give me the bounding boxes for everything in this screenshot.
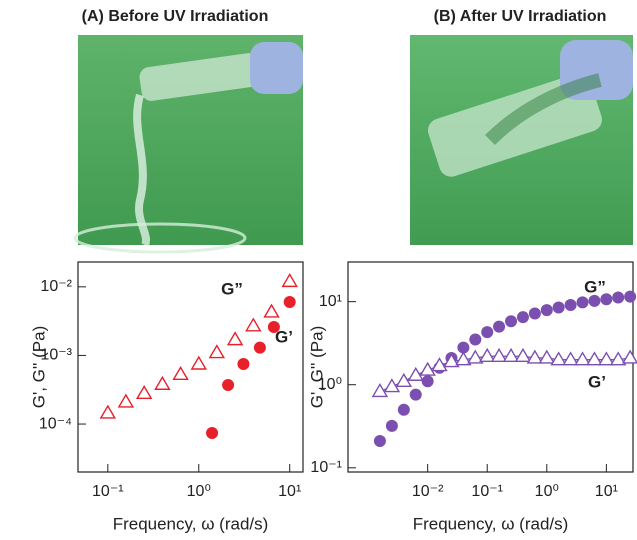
- point: [386, 420, 398, 432]
- point: [564, 353, 578, 365]
- point: [576, 353, 590, 365]
- y-tick-label: 10⁻³: [40, 347, 72, 364]
- point: [623, 351, 637, 363]
- point: [492, 349, 506, 361]
- x-tick-label: 10⁻¹: [92, 483, 124, 500]
- point: [155, 377, 169, 389]
- point: [228, 333, 242, 345]
- point: [624, 291, 636, 303]
- y-tick-label: 10⁰: [318, 376, 342, 393]
- x-tick-label: 10¹: [278, 483, 301, 500]
- point: [612, 292, 624, 304]
- point: [210, 346, 224, 358]
- point: [237, 358, 249, 370]
- photo-after: [410, 35, 633, 245]
- series-label: G’: [588, 372, 606, 391]
- point: [480, 349, 494, 361]
- chart-title: (A) Before UV Irradiation: [82, 8, 269, 25]
- point: [516, 349, 530, 361]
- point: [577, 296, 589, 308]
- point: [265, 305, 279, 317]
- point: [504, 349, 518, 361]
- y-tick-label: 10⁻²: [40, 278, 72, 295]
- point: [599, 353, 613, 365]
- x-tick-label: 10⁰: [535, 483, 559, 500]
- point: [222, 379, 234, 391]
- point: [529, 307, 541, 319]
- plot-frame: [78, 262, 303, 472]
- point: [505, 315, 517, 327]
- chart-title: (B) After UV Irradiation: [434, 8, 607, 25]
- x-axis-label: Frequency, ω (rad/s): [113, 514, 269, 533]
- point: [206, 427, 218, 439]
- point: [137, 386, 151, 398]
- y-axis-label: G', G'' (Pa): [29, 326, 48, 408]
- point: [283, 274, 297, 286]
- point: [588, 295, 600, 307]
- point: [101, 406, 115, 418]
- point: [410, 389, 422, 401]
- y-tick-label: 10⁻¹: [310, 459, 342, 476]
- point: [374, 435, 386, 447]
- point: [174, 367, 188, 379]
- point: [284, 296, 296, 308]
- series-label: G”: [584, 277, 606, 296]
- x-tick-label: 10⁻²: [412, 483, 444, 500]
- x-tick-label: 10⁻¹: [471, 483, 503, 500]
- x-axis-label: Frequency, ω (rad/s): [413, 514, 569, 533]
- point: [254, 342, 266, 354]
- point: [517, 311, 529, 323]
- point: [119, 395, 133, 407]
- point: [587, 353, 601, 365]
- x-tick-label: 10⁰: [187, 483, 211, 500]
- figure: (A) Before UV Irradiation Frequency, ω (r…: [0, 0, 637, 540]
- y-tick-label: 10⁻⁴: [39, 415, 72, 432]
- y-axis-label: G', G'' (Pa): [307, 326, 326, 408]
- point: [553, 302, 565, 314]
- point: [246, 319, 260, 331]
- point: [481, 326, 493, 338]
- series-label: G”: [221, 279, 243, 298]
- point: [422, 375, 434, 387]
- series-label: G’: [275, 327, 293, 346]
- x-tick-label: 10¹: [595, 483, 618, 500]
- point: [192, 357, 206, 369]
- point: [541, 304, 553, 316]
- point: [540, 351, 554, 363]
- point: [493, 321, 505, 333]
- point: [565, 299, 577, 311]
- point: [398, 404, 410, 416]
- point: [469, 334, 481, 346]
- photo-before: [75, 35, 303, 252]
- y-tick-label: 10¹: [319, 293, 342, 310]
